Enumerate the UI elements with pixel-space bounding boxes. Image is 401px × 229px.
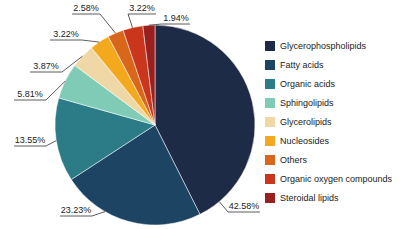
svg-text:5.81%: 5.81% <box>17 89 43 99</box>
svg-text:2.58%: 2.58% <box>73 3 99 13</box>
svg-text:3.87%: 3.87% <box>33 61 59 71</box>
svg-text:3.22%: 3.22% <box>129 3 155 13</box>
html-text:Organic acids: Organic acids <box>280 78 335 89</box>
html-text:Glycerophospholipids: Glycerophospholipids <box>280 40 367 51</box>
svg-text:3.22%: 3.22% <box>53 29 79 39</box>
html-text:Nucleosides: Nucleosides <box>280 135 329 146</box>
html-text:Organic oxygen compounds: Organic oxygen compounds <box>280 173 393 184</box>
svg-text:42.58%: 42.58% <box>229 201 260 211</box>
svg-text:1.94%: 1.94% <box>163 13 189 23</box>
html-text:Glycerolipids: Glycerolipids <box>280 116 332 127</box>
svg-text:13.55%: 13.55% <box>15 135 46 145</box>
html-text:Others: Others <box>280 154 307 165</box>
svg-text:23.23%: 23.23% <box>61 205 92 215</box>
html-text:Fatty acids: Fatty acids <box>280 59 324 70</box>
html-text:Steroidal lipids: Steroidal lipids <box>280 192 339 203</box>
html-text:Sphingolipids: Sphingolipids <box>280 97 334 108</box>
